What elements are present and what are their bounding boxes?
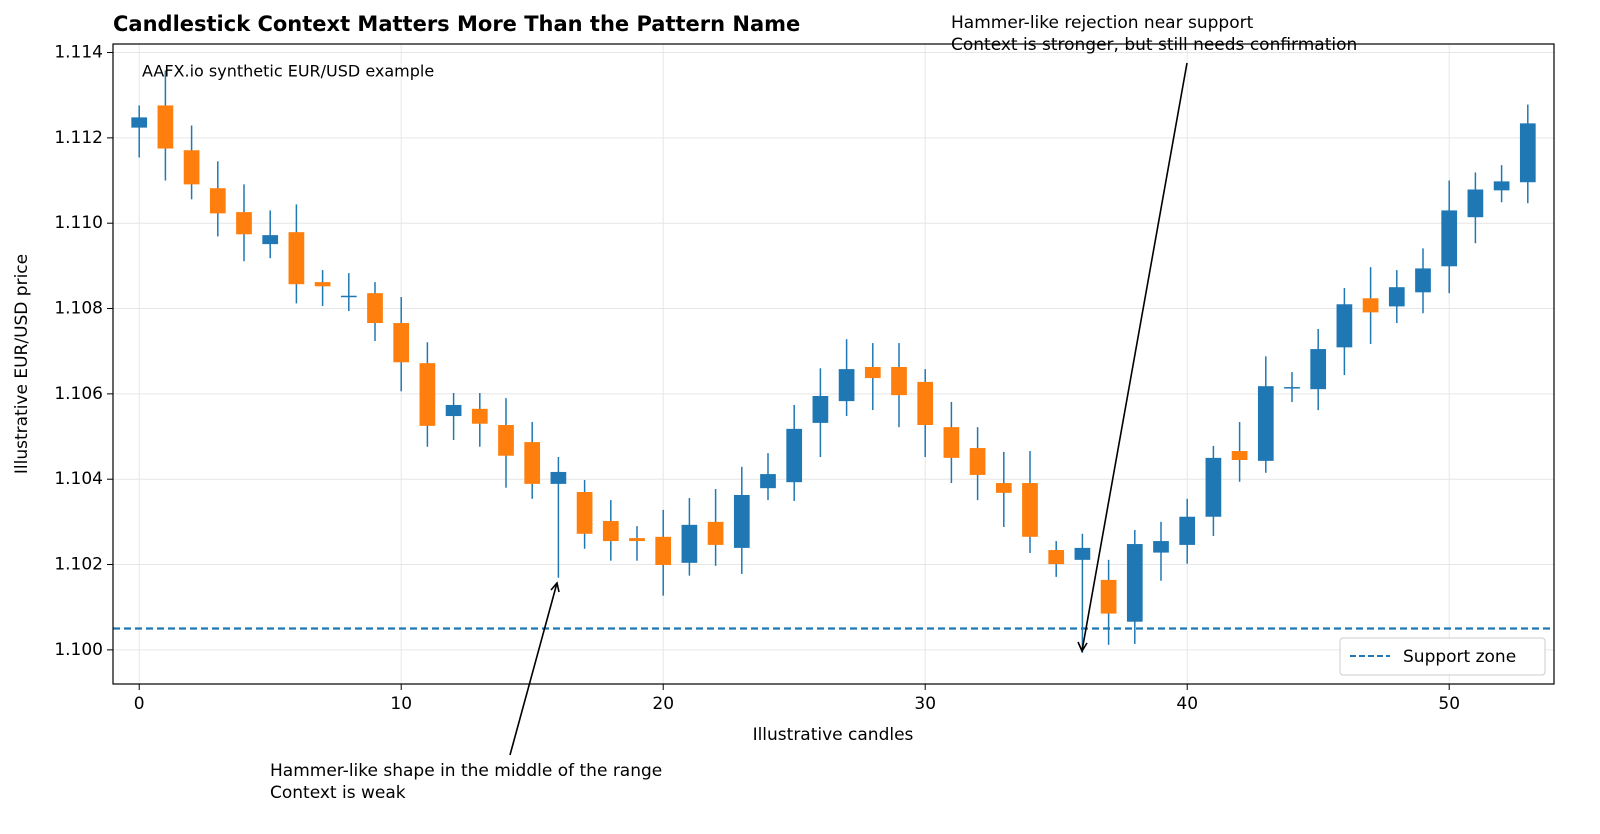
x-tick-label: 0 (134, 694, 145, 714)
candle-body (1231, 451, 1248, 460)
x-tick-label: 20 (652, 694, 674, 714)
candle-body (1519, 123, 1536, 183)
chart-title: Candlestick Context Matters More Than th… (113, 12, 800, 36)
candle-body (864, 366, 881, 379)
legend-box (1339, 637, 1546, 676)
candle-body (471, 408, 488, 424)
candle-body (1284, 387, 1300, 389)
candle-body (602, 521, 619, 542)
candle-body (1310, 349, 1327, 390)
candle-body (393, 323, 410, 363)
legend-label: Support zone (1403, 647, 1516, 667)
annotation-text: Context is stronger, but still needs con… (951, 35, 1357, 55)
candle-body (1126, 544, 1143, 622)
x-tick-label: 50 (1438, 694, 1460, 714)
candle-body (629, 538, 645, 542)
candle-body (340, 295, 357, 298)
candle-body (943, 427, 960, 458)
candle-body (314, 282, 331, 287)
candle-body (1257, 386, 1274, 461)
candle-body (812, 396, 829, 423)
candle-body (1100, 579, 1117, 614)
y-axis-label: Illustrative EUR/USD price (12, 254, 32, 474)
candle-body (1179, 516, 1196, 545)
arrow (509, 582, 558, 756)
grid-layer (113, 44, 1554, 684)
candle-body (1074, 547, 1091, 560)
candle-body (1022, 483, 1038, 537)
candle-body (445, 404, 462, 417)
candle-body (733, 494, 750, 548)
candle-body (1415, 268, 1431, 293)
candle-body (157, 105, 174, 149)
candle-body (576, 492, 593, 534)
candle-body (1493, 181, 1510, 191)
candle-body (288, 232, 305, 285)
candle-body (131, 117, 148, 128)
candle-body (1153, 541, 1169, 553)
candle-body (367, 293, 383, 324)
x-tick-label: 40 (1176, 694, 1198, 714)
candle-body (917, 381, 934, 426)
arrow-head (550, 581, 560, 593)
y-tick-label: 1.108 (54, 299, 103, 319)
subtitle: AAFX.io synthetic EUR/USD example (142, 62, 434, 81)
candle-body (262, 235, 279, 245)
candle-body (838, 369, 855, 402)
candle-body (681, 524, 698, 563)
legend: Support zone (1339, 637, 1546, 676)
candle-body (786, 428, 803, 483)
candle-body (969, 448, 986, 475)
y-tick-label: 1.114 (54, 43, 103, 63)
plot-frame (112, 43, 1555, 685)
x-axis-label: Illustrative candles (753, 725, 914, 745)
candle-body (760, 474, 776, 489)
y-tick-label: 1.106 (54, 384, 103, 404)
candle-body (1336, 304, 1353, 348)
candle-body (1048, 550, 1065, 565)
arrow-head (1077, 641, 1088, 653)
annotation-text: Context is weak (270, 783, 406, 803)
candle-body (655, 536, 672, 565)
candle-body (1388, 287, 1405, 307)
annotation-arrows (509, 62, 1188, 756)
annotation-text: Hammer-like shape in the middle of the r… (270, 761, 662, 781)
annotation-text: Hammer-like rejection near support (951, 13, 1254, 33)
candle-body (550, 471, 567, 484)
candle-body (1205, 457, 1222, 517)
marks-layer (113, 70, 1554, 653)
x-tick-label: 30 (914, 694, 936, 714)
candle-body (995, 483, 1012, 493)
candle-body (1441, 210, 1458, 267)
candle-body (1467, 189, 1484, 218)
candle-body (236, 212, 252, 235)
x-tick-label: 10 (390, 694, 412, 714)
candle-body (419, 363, 436, 426)
candle-body (1362, 298, 1379, 313)
arrow (1081, 62, 1188, 652)
y-tick-label: 1.110 (54, 213, 103, 233)
candle-body (524, 442, 541, 484)
candle-body (209, 188, 226, 214)
y-tick-label: 1.102 (54, 555, 103, 575)
y-tick-label: 1.100 (54, 640, 103, 660)
candle-body (183, 150, 200, 185)
y-tick-label: 1.112 (54, 128, 103, 148)
y-tick-label: 1.104 (54, 469, 103, 489)
candle-body (707, 521, 724, 545)
candle-body (891, 366, 907, 396)
candle-body (498, 425, 514, 456)
